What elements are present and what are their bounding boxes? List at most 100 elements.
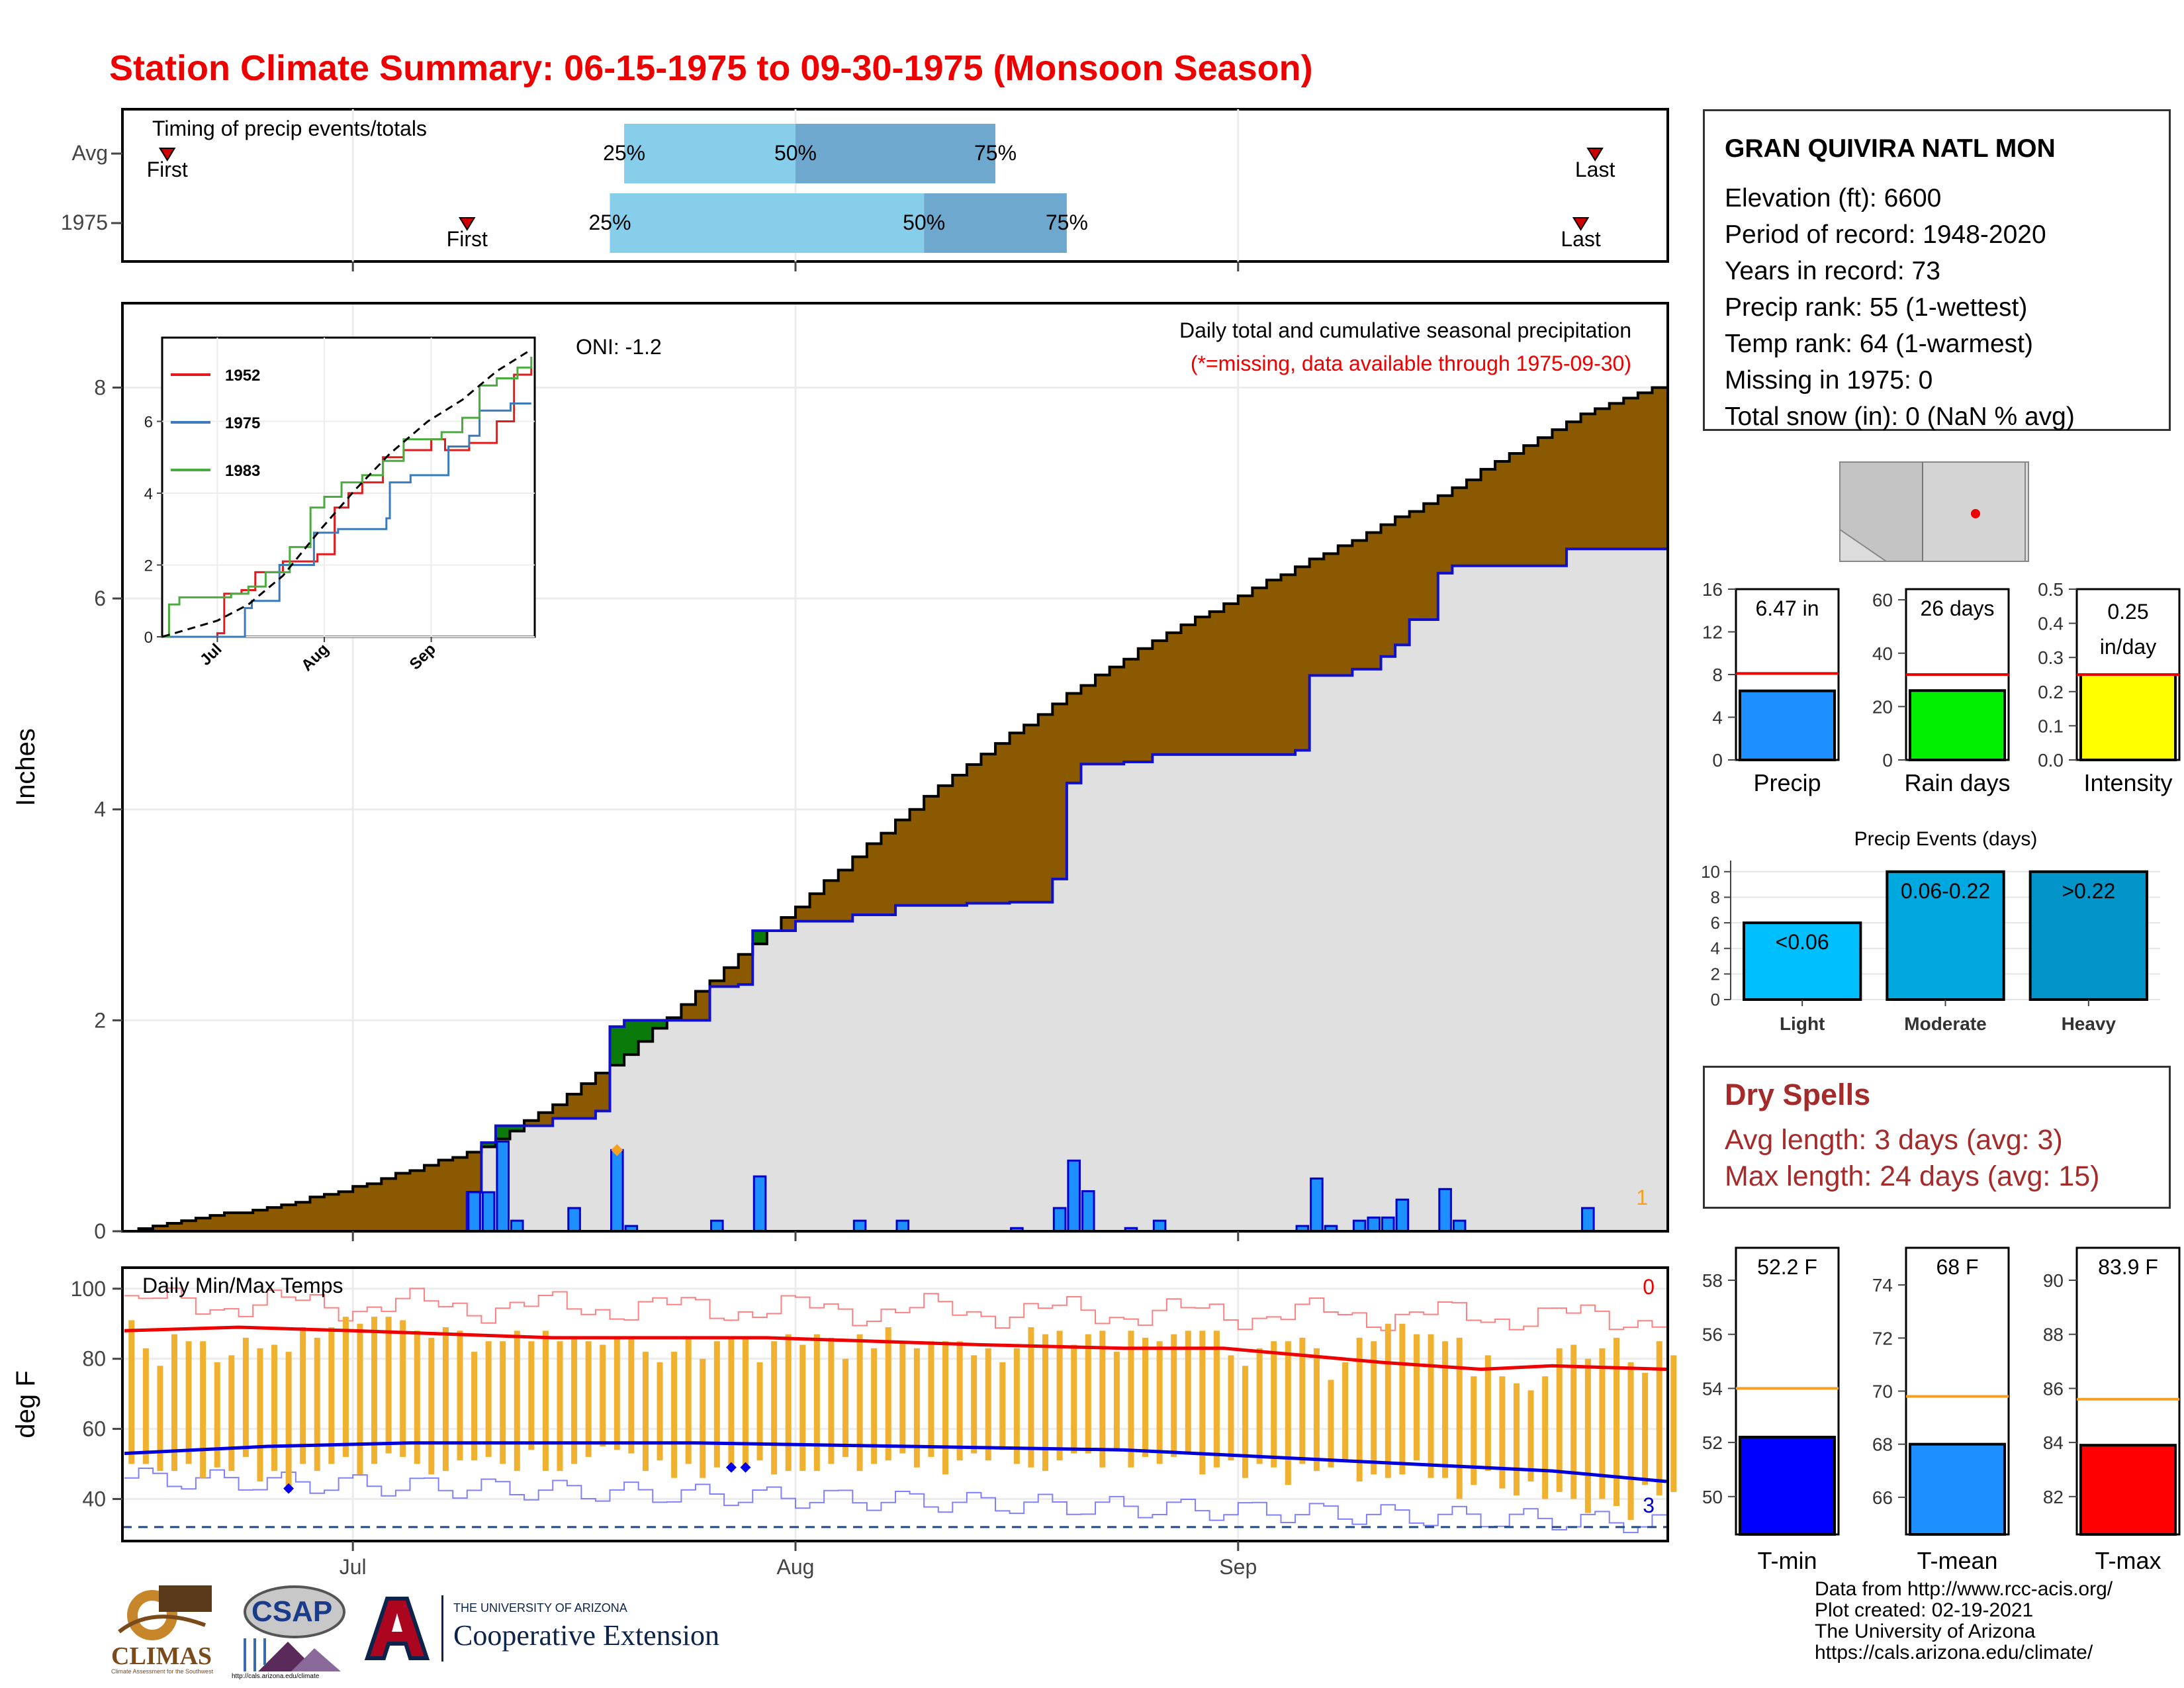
deficit-area bbox=[1081, 685, 1096, 765]
deficit-area bbox=[809, 894, 825, 921]
station-period: Period of record: 1948-2020 bbox=[1725, 220, 2046, 249]
deficit-area bbox=[453, 1157, 468, 1231]
precip-events-bar-label: <0.06 bbox=[1776, 930, 1829, 954]
deficit-area bbox=[281, 1205, 296, 1231]
deficit-area bbox=[1552, 430, 1567, 566]
daily-temp-bar bbox=[400, 1320, 406, 1457]
timing-first-label: First bbox=[447, 227, 488, 251]
daily-temp-bar bbox=[1670, 1355, 1677, 1492]
precip-events-y-tick-label: 4 bbox=[1711, 939, 1720, 959]
inset-y-tick-label: 2 bbox=[144, 557, 153, 575]
oni-label: ONI: -1.2 bbox=[576, 335, 662, 359]
daily-temp-bar bbox=[1271, 1341, 1277, 1468]
daily-temp-bar bbox=[628, 1337, 635, 1454]
daily-temp-bar bbox=[1413, 1334, 1420, 1461]
ua-extension-logo: THE UNIVERSITY OF ARIZONA Cooperative Ex… bbox=[361, 1592, 745, 1665]
daily-temp-bar bbox=[771, 1341, 778, 1475]
daily-precip-bar bbox=[752, 1175, 767, 1233]
summary-value-label: 0.25 bbox=[2107, 600, 2148, 624]
temp-corner-cold: 3 bbox=[1643, 1493, 1655, 1517]
deficit-area bbox=[1195, 616, 1210, 755]
daily-temp-bar bbox=[500, 1341, 506, 1464]
station-temp-rank: Temp rank: 64 (1-warmest) bbox=[1725, 330, 2033, 358]
timing-last-label: Last bbox=[1575, 158, 1615, 181]
daily-temp-bar bbox=[300, 1327, 306, 1464]
station-snow: Total snow (in): 0 (NaN % avg) bbox=[1725, 402, 2075, 431]
daily-precip-bar bbox=[510, 1219, 524, 1233]
deficit-area bbox=[1109, 667, 1124, 765]
deficit-area bbox=[781, 917, 796, 931]
deficit-area bbox=[681, 1004, 696, 1021]
station-missing: Missing in 1975: 0 bbox=[1725, 366, 1933, 395]
dry-spells-max: Max length: 24 days (avg: 15) bbox=[1725, 1160, 2100, 1192]
csap-logo: CSAP http://cals.arizona.edu/climate bbox=[232, 1582, 351, 1681]
deficit-area bbox=[1095, 675, 1111, 765]
daily-temp-bar bbox=[214, 1362, 220, 1468]
daily-temp-bar bbox=[700, 1358, 706, 1478]
daily-temp-bar bbox=[785, 1334, 792, 1472]
daily-temp-bar bbox=[414, 1331, 420, 1464]
daily-temp-bar bbox=[542, 1331, 549, 1472]
deficit-area bbox=[295, 1202, 310, 1231]
daily-temp-bar bbox=[1627, 1362, 1634, 1521]
deficit-area bbox=[724, 967, 739, 987]
summary-y-tick-label: 68 bbox=[1872, 1434, 1893, 1455]
daily-temp-bar bbox=[1013, 1348, 1020, 1464]
temp-corner-hot: 0 bbox=[1643, 1275, 1655, 1299]
temp-y-tick-label: 60 bbox=[82, 1417, 106, 1441]
daily-temp-bar bbox=[185, 1341, 192, 1464]
deficit-area bbox=[1124, 659, 1139, 763]
precip-events-category-label: Light bbox=[1780, 1013, 1825, 1034]
summary-category-label: Intensity bbox=[2083, 769, 2172, 796]
daily-temp-bar bbox=[1199, 1331, 1206, 1475]
deficit-area bbox=[866, 843, 882, 915]
deficit-area bbox=[695, 991, 711, 1021]
csap-cloud-icon bbox=[244, 1585, 345, 1671]
average-max-line bbox=[124, 1325, 1667, 1372]
deficit-area bbox=[1452, 487, 1467, 566]
credit-data-source: Data from http://www.rcc-acis.org/ bbox=[1815, 1578, 2113, 1600]
deficit-area bbox=[1009, 733, 1024, 902]
max-daily-marker bbox=[611, 1144, 623, 1156]
deficit-area bbox=[395, 1173, 410, 1231]
summary-value-label: 52.2 F bbox=[1757, 1255, 1817, 1279]
summary-y-tick-label: 84 bbox=[2043, 1432, 2064, 1453]
daily-temp-bar bbox=[1156, 1341, 1163, 1464]
precip-events-category-label: Heavy bbox=[2062, 1013, 2116, 1034]
deficit-area bbox=[1138, 648, 1153, 763]
deficit-area bbox=[310, 1197, 325, 1231]
deficit-area bbox=[838, 870, 853, 921]
surplus-area bbox=[610, 1026, 625, 1066]
surplus-area bbox=[510, 1125, 525, 1131]
record-low-envelope bbox=[124, 1468, 1666, 1534]
precip-y-tick-label: 0 bbox=[94, 1219, 106, 1243]
inset-legend-label: 1952 bbox=[225, 367, 260, 385]
deficit-area bbox=[1038, 714, 1053, 902]
deficit-area bbox=[1566, 422, 1582, 549]
deficit-area bbox=[467, 1152, 482, 1193]
daily-temp-bar bbox=[1142, 1337, 1149, 1457]
deficit-area bbox=[1224, 604, 1239, 755]
ua-name: THE UNIVERSITY OF ARIZONA bbox=[453, 1601, 627, 1615]
daily-precip-bar bbox=[1152, 1219, 1167, 1233]
temp-panel-title: Daily Min/Max Temps bbox=[142, 1274, 343, 1297]
daily-precip-bar bbox=[895, 1219, 910, 1233]
precip-events-y-tick-label: 6 bbox=[1711, 913, 1720, 933]
daily-precip-bar bbox=[567, 1207, 581, 1233]
daily-temp-bar bbox=[557, 1341, 563, 1472]
daily-temp-bar bbox=[1428, 1334, 1434, 1478]
deficit-area bbox=[367, 1184, 382, 1231]
deficit-area bbox=[1437, 495, 1453, 573]
timing-first-marker bbox=[458, 217, 476, 231]
summary-bar-precip bbox=[1739, 689, 1836, 762]
record-low-marker bbox=[283, 1483, 295, 1494]
deficit-area bbox=[167, 1223, 182, 1231]
timing-last-marker bbox=[1572, 217, 1590, 231]
timing-q25-50-bar bbox=[624, 124, 796, 183]
daily-temp-bar bbox=[1499, 1376, 1506, 1489]
deficit-area bbox=[1266, 580, 1281, 755]
daily-temp-bar bbox=[485, 1341, 492, 1457]
station-name: GRAN QUIVIRA NATL MON bbox=[1725, 134, 2056, 163]
deficit-area bbox=[1309, 559, 1324, 676]
summary-category-label: T-min bbox=[1758, 1547, 1817, 1574]
